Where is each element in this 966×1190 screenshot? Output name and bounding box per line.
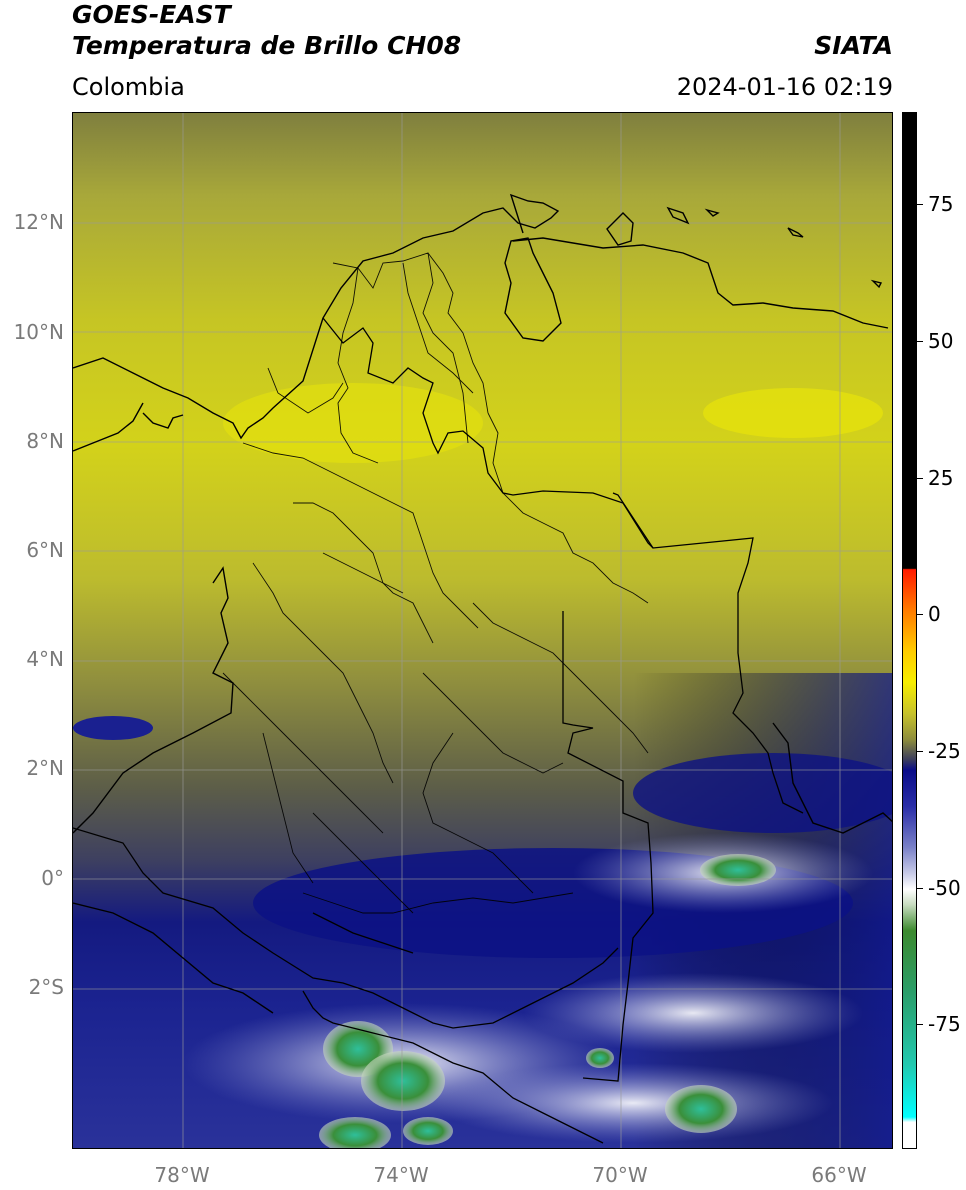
lat-label-12n: 12°N [13,210,64,234]
lat-label-2s: 2°S [28,975,64,999]
lat-label-0: 0° [41,866,64,890]
product-title: Temperatura de Brillo CH08 [72,31,462,60]
colorbar-label-75: 75 [928,192,954,216]
colorbar-tick [917,888,923,889]
satellite-map[interactable] [72,112,893,1149]
agency-label: SIATA [814,31,893,60]
lat-label-10n: 10°N [13,320,64,344]
country-borders [73,317,804,1144]
lon-label-66w: 66°W [811,1163,867,1187]
satellite-title: GOES-EAST [72,0,231,29]
lat-label-6n: 6°N [26,538,64,562]
lat-label-2n: 2°N [26,756,64,780]
colorbar [902,112,917,1149]
lon-label-78w: 78°W [154,1163,210,1187]
lon-label-74w: 74°W [373,1163,429,1187]
colorbar-tick [917,478,923,479]
datetime-label: 2024-01-16 02:19 [676,73,893,101]
lat-label-4n: 4°N [26,647,64,671]
department-borders [222,252,649,914]
lon-label-70w: 70°W [592,1163,648,1187]
colorbar-label-25: 25 [928,466,954,490]
colorbar-label-50: 50 [928,329,954,353]
colorbar-label-minus50: -50 [928,876,961,900]
graticule [73,113,892,1148]
colorbar-tick [917,751,923,752]
lat-label-8n: 8°N [26,429,64,453]
region-label: Colombia [72,73,185,101]
colorbar-label-0: 0 [928,602,941,626]
colorbar-tick [917,341,923,342]
colorbar-tick [917,1024,923,1025]
colorbar-tick [917,614,923,615]
colorbar-label-minus75: -75 [928,1012,961,1036]
map-canvas [73,113,892,1148]
colorbar-tick [917,204,923,205]
colorbar-label-minus25: -25 [928,739,961,763]
